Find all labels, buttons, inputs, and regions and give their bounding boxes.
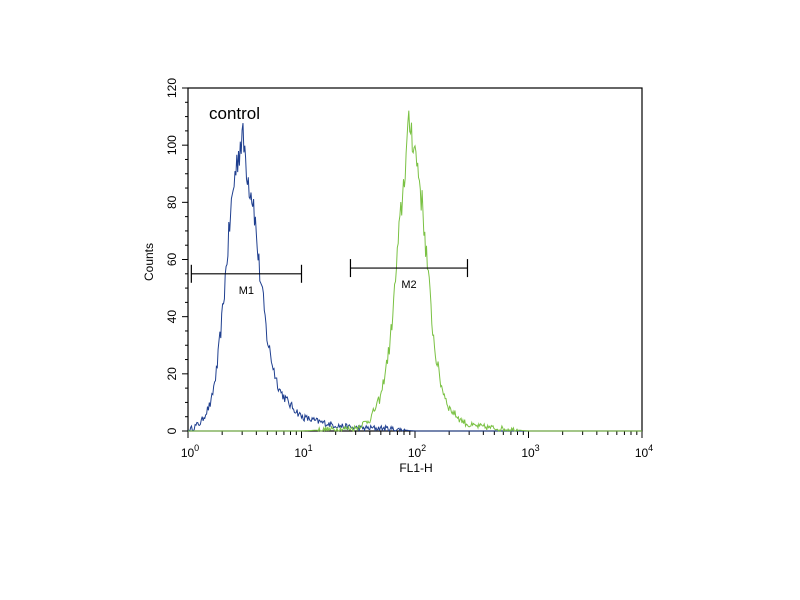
marker-layer: M1 M2 xyxy=(190,259,469,297)
marker-label: M2 xyxy=(401,279,416,291)
marker-label: M1 xyxy=(239,285,254,297)
control-annotation: control xyxy=(209,104,260,123)
plot-frame xyxy=(187,87,643,432)
y-tick-label: 20 xyxy=(165,367,179,381)
y-axis-ticks: 0 20 40 60 80 100 120 xyxy=(165,78,188,434)
y-tick-label: 0 xyxy=(165,427,179,434)
x-tick-label: 104 xyxy=(635,443,653,460)
x-tick-label: 100 xyxy=(181,443,199,460)
y-tick-label: 40 xyxy=(165,310,179,324)
x-axis-ticks: 100 101 102 103 104 xyxy=(181,431,653,460)
x-tick-label: 103 xyxy=(521,443,539,460)
series-line-2 xyxy=(188,110,642,433)
y-tick-label: 60 xyxy=(165,253,179,267)
x-tick-label: 101 xyxy=(294,443,312,460)
x-axis-title: FL1-H xyxy=(399,461,432,475)
x-tick-label: 102 xyxy=(408,443,426,460)
series-layer xyxy=(187,110,642,433)
y-tick-label: 80 xyxy=(165,195,179,209)
y-axis-title: Counts xyxy=(142,243,156,281)
y-tick-label: 120 xyxy=(165,78,179,98)
y-tick-label: 100 xyxy=(165,135,179,155)
